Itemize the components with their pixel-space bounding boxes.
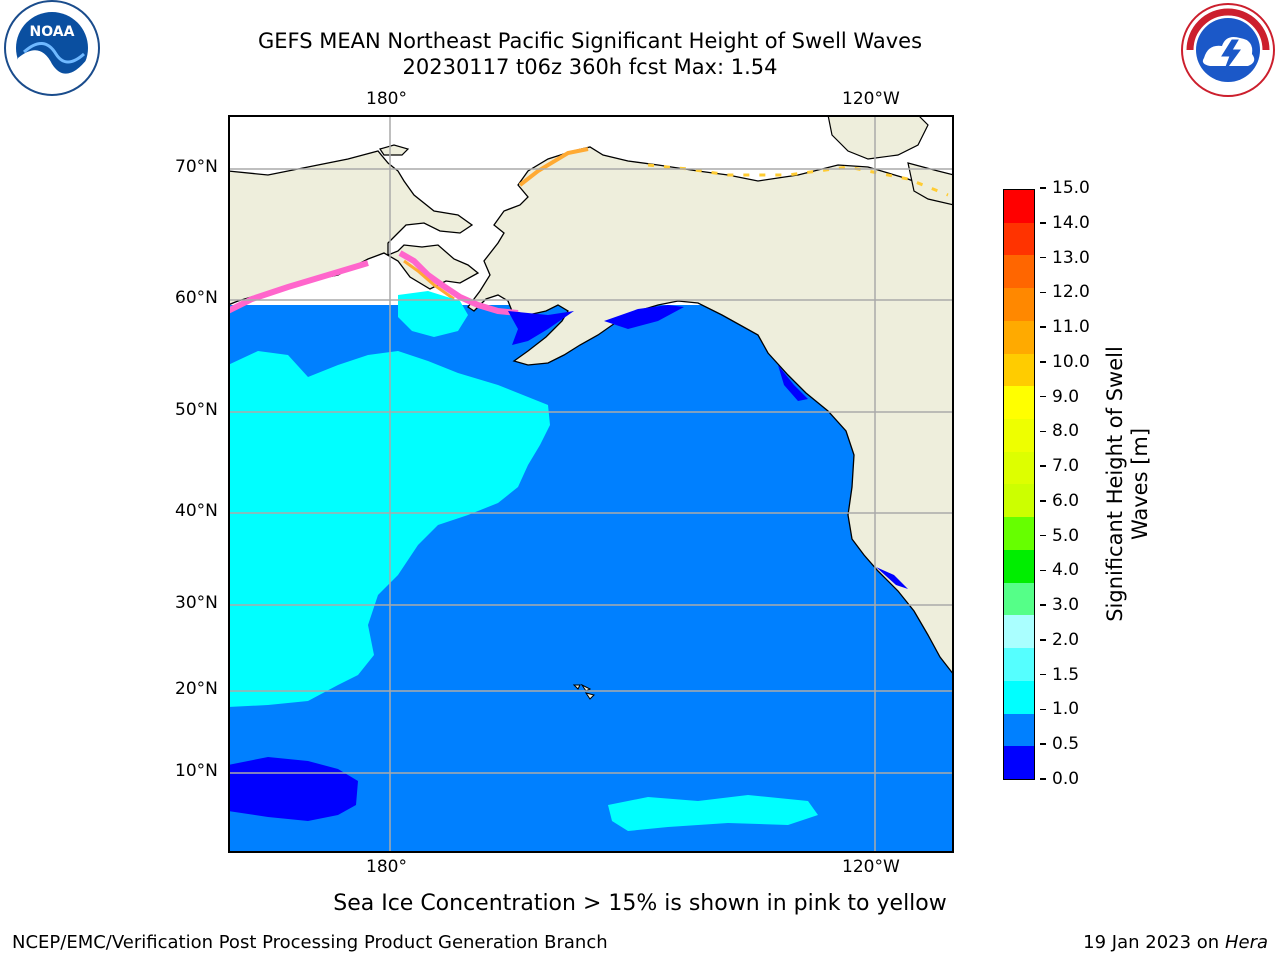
noaa-logo: NOAA (0, 0, 108, 100)
colorbar-segment (1004, 517, 1034, 550)
colorbar-tick-label: 4.0 (1040, 560, 1079, 580)
footer-host: Hera (1224, 932, 1268, 953)
lat-label-40n: 40°N (175, 501, 218, 521)
map-panel (228, 115, 954, 853)
colorbar-tick-label: 7.0 (1040, 456, 1079, 476)
lat-label-20n: 20°N (175, 679, 218, 699)
lat-label-60n: 60°N (175, 288, 218, 308)
lat-label-50n: 50°N (175, 400, 218, 420)
colorbar-segment (1004, 615, 1034, 649)
colorbar-segment (1004, 648, 1034, 681)
colorbar-title-line2: Waves [m] (1128, 427, 1152, 541)
map-title: GEFS MEAN Northeast Pacific Significant … (257, 29, 923, 53)
nws-logo (1178, 0, 1278, 100)
map-canvas (228, 115, 954, 853)
colorbar-tick-label: 1.5 (1040, 665, 1079, 685)
colorbar-tick-label: 12.0 (1040, 282, 1090, 302)
colorbar (1003, 189, 1035, 780)
colorbar-segment (1004, 484, 1034, 518)
map-subtitle: 20230117 t06z 360h fcst Max: 1.54 (402, 55, 778, 79)
colorbar-segment (1004, 549, 1034, 583)
lat-label-70n: 70°N (175, 157, 218, 177)
colorbar-tick-label: 1.0 (1040, 699, 1079, 719)
lat-label-10n: 10°N (175, 761, 218, 781)
footer-credit: NCEP/EMC/Verification Post Processing Pr… (12, 932, 608, 953)
colorbar-tick-label: 14.0 (1040, 213, 1090, 233)
colorbar-segment (1004, 288, 1034, 321)
colorbar-tick-label: 11.0 (1040, 317, 1090, 337)
sea-ice-caption-text: Sea Ice Concentration > 15% is shown in … (333, 891, 947, 916)
colorbar-segment (1004, 746, 1034, 779)
lon-label-top-120w: 120°W (842, 89, 900, 109)
colorbar-ticks: 15.0 14.0 13.0 12.0 11.0 10.0 9.0 8.0 7.0 6.0 5.0 4… (1040, 178, 1110, 789)
colorbar-tick-label: 5.0 (1040, 526, 1079, 546)
lon-label-bottom-120w: 120°W (842, 857, 900, 877)
colorbar-tick-label: 13.0 (1040, 248, 1090, 268)
sea-ice-caption: Sea Ice Concentration > 15% is shown in … (0, 891, 1280, 916)
lon-label-top-180: 180° (366, 89, 407, 109)
colorbar-tick-label: 2.0 (1040, 630, 1079, 650)
colorbar-segment (1004, 255, 1034, 289)
colorbar-segment (1004, 582, 1034, 616)
colorbar-tick-label: 3.0 (1040, 595, 1079, 615)
colorbar-tick-label: 15.0 (1040, 178, 1090, 198)
colorbar-segment (1004, 320, 1034, 354)
colorbar-segment (1004, 222, 1034, 256)
colorbar-segment (1004, 190, 1034, 223)
colorbar-segment (1004, 713, 1034, 747)
graticule (228, 115, 954, 853)
colorbar-segment (1004, 386, 1034, 420)
lon-label-bottom-180: 180° (366, 857, 407, 877)
colorbar-segment (1004, 419, 1034, 452)
noaa-logo-text: NOAA (30, 24, 75, 40)
colorbar-tick-label: 0.0 (1040, 769, 1079, 789)
colorbar-tick-label: 6.0 (1040, 491, 1079, 511)
colorbar-segment (1004, 353, 1034, 387)
colorbar-title-line1: Significant Height of Swell (1103, 346, 1127, 622)
colorbar-segment (1004, 680, 1034, 714)
footer-date: 19 Jan 2023 on Hera (1083, 932, 1268, 953)
colorbar-tick-label: 9.0 (1040, 387, 1079, 407)
swell-patch-west (228, 351, 550, 707)
colorbar-tick-label: 10.0 (1040, 352, 1090, 372)
lat-label-30n: 30°N (175, 593, 218, 613)
colorbar-tick-label: 8.0 (1040, 421, 1079, 441)
footer-date-text: 19 Jan 2023 on (1083, 932, 1225, 953)
colorbar-tick-label: 0.5 (1040, 734, 1079, 754)
colorbar-segment (1004, 451, 1034, 485)
